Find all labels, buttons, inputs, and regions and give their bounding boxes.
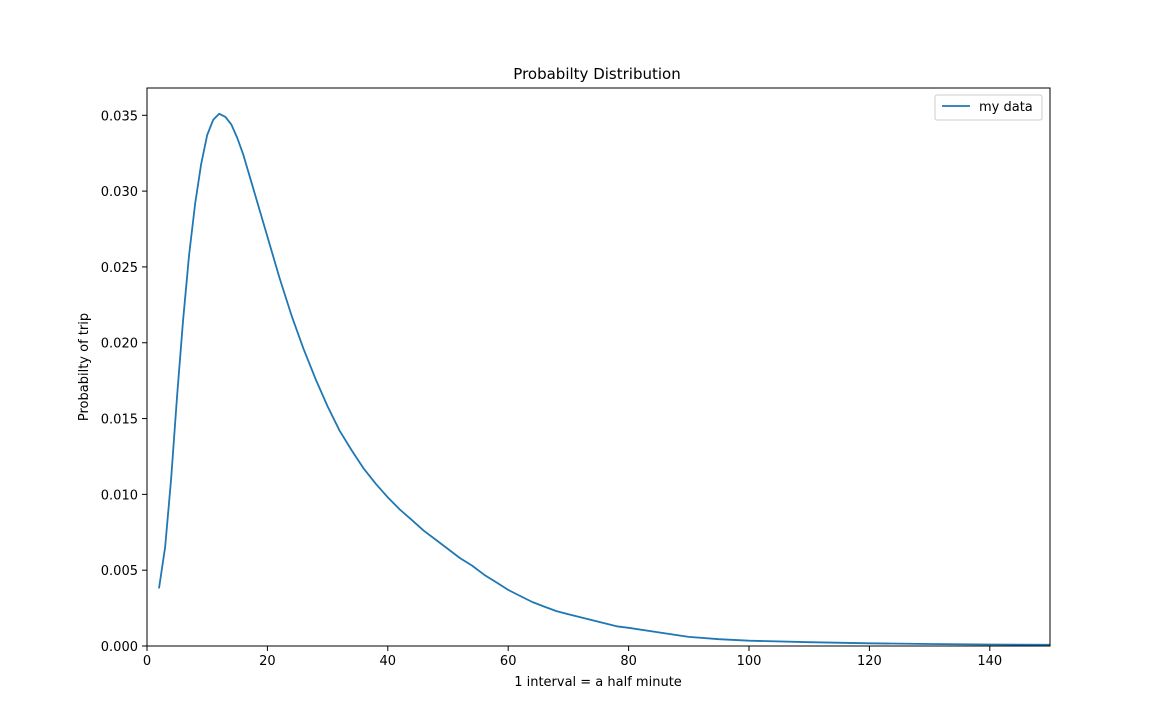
chart-title: Probabilty Distribution	[513, 65, 680, 83]
tick-layer: 0 20 40 60 80 100 120 140 0.000 0.005 0.010 0.015 0.…	[101, 109, 1002, 669]
x-tick-label: 60	[500, 654, 517, 669]
series-line-my-data	[158, 112, 1051, 646]
x-tick-label: 120	[857, 654, 882, 669]
y-tick-label: 0.015	[101, 413, 138, 428]
x-axis-label: 1 interval = a half minute	[514, 675, 682, 690]
y-tick-label: 0.025	[101, 261, 138, 276]
y-tick-label: 0.010	[101, 488, 138, 503]
x-tick-label: 40	[380, 654, 397, 669]
y-tick-label: 0.020	[101, 337, 138, 352]
x-tick-label: 140	[977, 654, 1002, 669]
y-axis-label: Probabilty of trip	[77, 313, 92, 421]
y-tick-label: 0.005	[101, 564, 138, 579]
legend-box	[934, 94, 1043, 121]
y-tick-label: 0.035	[101, 109, 138, 124]
legend: my data	[934, 94, 1043, 121]
x-tick-label: 80	[620, 654, 637, 669]
y-tick-label: 0.000	[101, 640, 138, 655]
axes-frame	[146, 87, 1051, 647]
x-tick-label: 20	[259, 654, 276, 669]
x-tick-label: 100	[737, 654, 762, 669]
legend-entry-label: my data	[979, 100, 1033, 115]
y-tick-label: 0.030	[101, 185, 138, 200]
x-tick-label: 0	[143, 654, 151, 669]
plot-area	[158, 112, 1051, 646]
